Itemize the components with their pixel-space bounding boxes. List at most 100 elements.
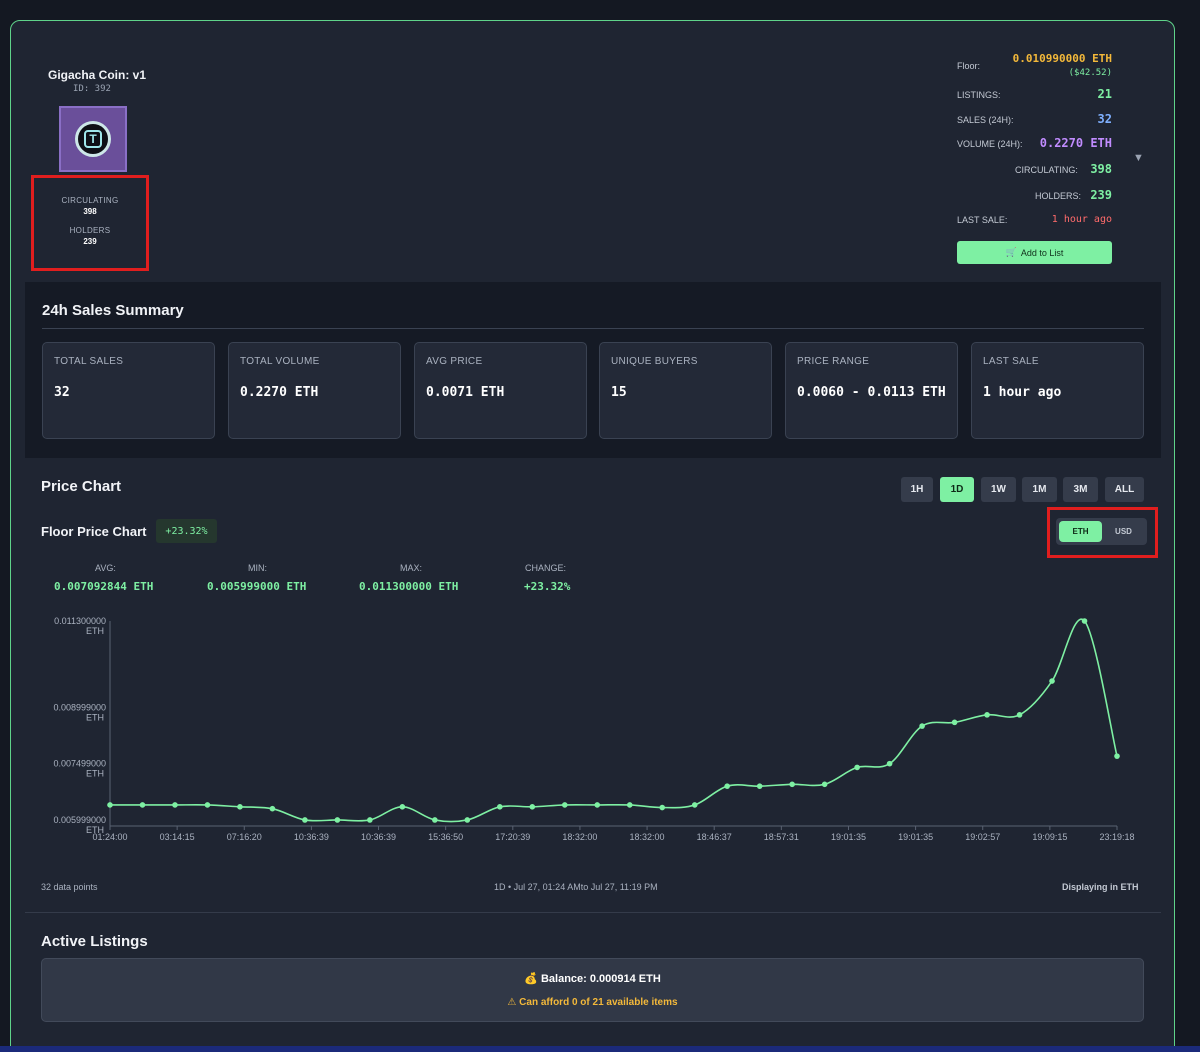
summary-card-price-range: PRICE RANGE 0.0060 - 0.0113 ETH [785, 342, 958, 439]
x-tick-label: 18:46:37 [697, 832, 732, 842]
price-data-point [139, 802, 146, 808]
price-data-point [854, 764, 860, 771]
x-tick-label: 07:16:20 [227, 832, 262, 842]
last-sale-value: 1 hour ago [1051, 214, 1112, 225]
card-value: 0.0060 - 0.0113 ETH [797, 385, 946, 400]
price-data-point [334, 817, 341, 823]
card-label: AVG PRICE [426, 356, 483, 367]
balance-line: 💰 Balance: 0.000914 ETH [42, 972, 1143, 985]
price-chart-title: Price Chart [41, 478, 122, 495]
summary-card-last-sale: LAST SALE 1 hour ago [971, 342, 1144, 439]
currency-toggle: ETH USD [1056, 518, 1147, 545]
timeframe-1m-button[interactable]: 1M [1022, 477, 1057, 502]
price-data-point [432, 817, 438, 823]
x-tick-label: 18:32:00 [630, 832, 665, 842]
change-badge: +23.32% [156, 519, 217, 543]
afford-line: ⚠ Can afford 0 of 21 available items [42, 997, 1143, 1008]
chart-min-value: 0.005999000 ETH [207, 580, 307, 593]
circulating-label: CIRCULATING: [1015, 165, 1078, 175]
card-label: TOTAL SALES [54, 356, 124, 367]
price-data-point [1081, 618, 1088, 624]
x-tick-label: 17:20:39 [495, 832, 530, 842]
price-data-point [204, 802, 211, 808]
balance-text: Balance: 0.000914 ETH [540, 973, 661, 985]
timeframe-1d-button[interactable]: 1D [940, 477, 974, 502]
coin-logo-icon: T [75, 121, 111, 157]
data-points-count: 32 data points [41, 882, 98, 892]
price-data-point [1114, 753, 1120, 759]
card-label: LAST SALE [983, 356, 1039, 367]
x-tick-label: 10:36:39 [361, 832, 396, 842]
price-data-point [886, 760, 893, 767]
currency-usd-button[interactable]: USD [1102, 521, 1145, 542]
display-currency-note: Displaying in ETH [1062, 882, 1139, 892]
card-label: TOTAL VOLUME [240, 356, 320, 367]
x-tick-label: 03:14:15 [160, 832, 195, 842]
timeframe-all-button[interactable]: ALL [1105, 477, 1144, 502]
y-tick-unit: ETH [86, 712, 104, 722]
price-data-point [626, 802, 633, 808]
add-to-list-label: Add to List [1020, 247, 1064, 258]
card-value: 15 [611, 385, 627, 400]
timeframe-3m-button[interactable]: 3M [1063, 477, 1098, 502]
chart-avg-label: AVG: [95, 563, 116, 573]
mini-holders-value: 239 [83, 237, 97, 246]
active-listings-title: Active Listings [41, 933, 148, 950]
afford-text: Can afford 0 of 21 available items [519, 997, 678, 1008]
add-to-list-button[interactable]: 🛒 Add to List [957, 241, 1112, 264]
coin-name: Gigacha Coin: v1 [48, 68, 147, 82]
x-tick-label: 10:36:39 [294, 832, 329, 842]
price-data-point [951, 719, 958, 726]
chart-avg-value: 0.007092844 ETH [54, 580, 154, 593]
price-data-point [399, 804, 406, 810]
coin-id: ID: 392 [73, 84, 111, 94]
price-data-point [237, 804, 243, 810]
y-tick-unit: ETH [86, 825, 104, 835]
card-value: 0.2270 ETH [240, 385, 319, 400]
price-data-point [919, 723, 925, 729]
currency-eth-button[interactable]: ETH [1059, 521, 1102, 542]
sales-label: SALES (24H): [957, 115, 1014, 125]
price-data-point [367, 817, 373, 823]
mini-circulating-label: CIRCULATING [61, 196, 119, 205]
timeframe-1h-button[interactable]: 1H [901, 477, 933, 502]
card-value: 32 [54, 385, 70, 400]
price-data-point [1016, 712, 1023, 718]
currency-toggle-highlight: ETH USD [1047, 507, 1158, 558]
price-data-point [464, 817, 471, 823]
price-data-point [724, 783, 730, 789]
price-data-point [1049, 678, 1055, 684]
floor-price-line-chart: 0.011300000ETH0.008999000ETH0.007499000E… [53, 616, 1134, 842]
y-tick-unit: ETH [86, 626, 104, 636]
listings-label: LISTINGS: [957, 90, 1001, 100]
holders-label: HOLDERS: [1035, 191, 1082, 201]
circulating-value: 398 [1090, 162, 1112, 176]
price-data-point [789, 781, 795, 788]
chart-change-value: +23.32% [524, 580, 571, 593]
card-value: 0.0071 ETH [426, 385, 505, 400]
floor-usd: ($42.52) [1068, 68, 1112, 78]
price-data-point [561, 802, 568, 808]
price-data-point [302, 817, 308, 823]
mini-holders-label: HOLDERS [69, 226, 111, 235]
x-tick-label: 18:32:00 [562, 832, 597, 842]
coin-image: T [59, 106, 127, 172]
taskbar-strip [0, 1046, 1200, 1052]
chart-change-label: CHANGE: [525, 563, 567, 573]
y-tick-label: 0.007499000 [53, 759, 106, 769]
sales-summary-title: 24h Sales Summary [42, 302, 184, 319]
timeframe-1w-button[interactable]: 1W [981, 477, 1016, 502]
mini-circulating-value: 398 [83, 207, 97, 216]
divider [25, 912, 1161, 913]
price-data-point [269, 805, 276, 812]
summary-card-total-sales: TOTAL SALES 32 [42, 342, 215, 439]
floor-value: 0.010990000 ETH [1012, 52, 1112, 65]
chart-min-label: MIN: [248, 563, 267, 573]
y-tick-label: 0.005999000 [53, 815, 106, 825]
sales-summary-section: 24h Sales Summary TOTAL SALES 32 TOTAL V… [25, 282, 1161, 458]
floor-price-chart-title: Floor Price Chart [41, 524, 147, 539]
chevron-down-icon[interactable]: ▼ [1133, 152, 1144, 164]
price-data-point [821, 781, 828, 788]
price-data-point [659, 804, 666, 811]
price-data-point [984, 712, 990, 718]
